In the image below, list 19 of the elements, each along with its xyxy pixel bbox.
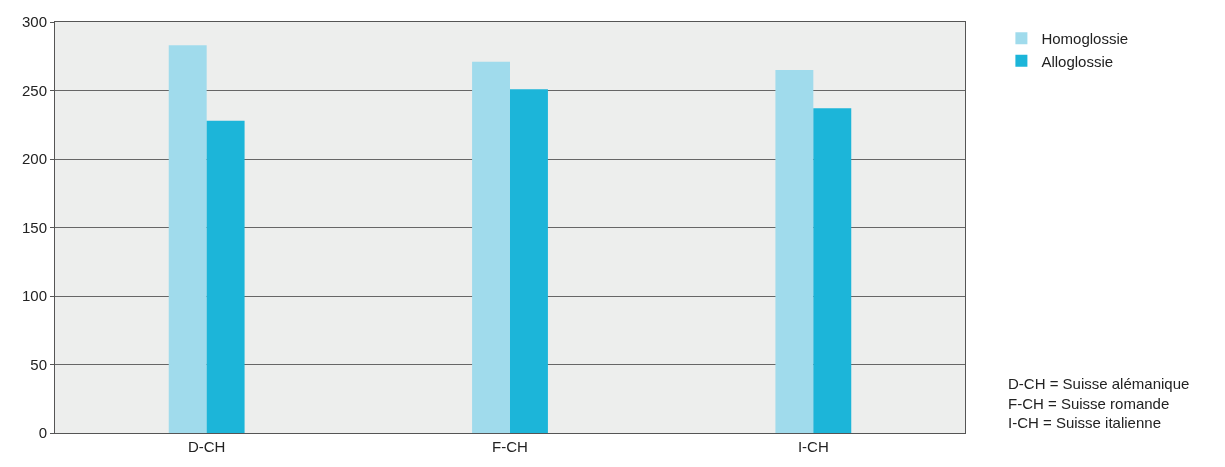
bar xyxy=(510,89,548,433)
bar xyxy=(775,69,814,433)
x-tick-label: I-CH xyxy=(797,438,829,455)
bar xyxy=(206,120,245,433)
y-tick-label: 300 xyxy=(21,13,47,31)
y-tick-label: 250 xyxy=(21,81,47,99)
bar xyxy=(813,108,852,433)
y-tick-label: 200 xyxy=(21,150,47,168)
bar xyxy=(472,61,510,433)
legend-label: Alloglossie xyxy=(1041,52,1114,70)
bar xyxy=(168,45,207,433)
x-tick-label: D-CH xyxy=(187,438,226,455)
y-tick-label: 150 xyxy=(21,218,47,236)
legend-label: Homoglossie xyxy=(1041,30,1129,48)
y-tick-label: 100 xyxy=(21,287,47,305)
x-tick-label: F-CH xyxy=(492,438,528,455)
y-tick-label: 0 xyxy=(38,424,47,442)
y-tick-label: 50 xyxy=(30,355,47,373)
text: D-CH = Suisse alémanique F-CH = Suisse romande I-CH = Suisse italienne xyxy=(1008,375,1190,431)
